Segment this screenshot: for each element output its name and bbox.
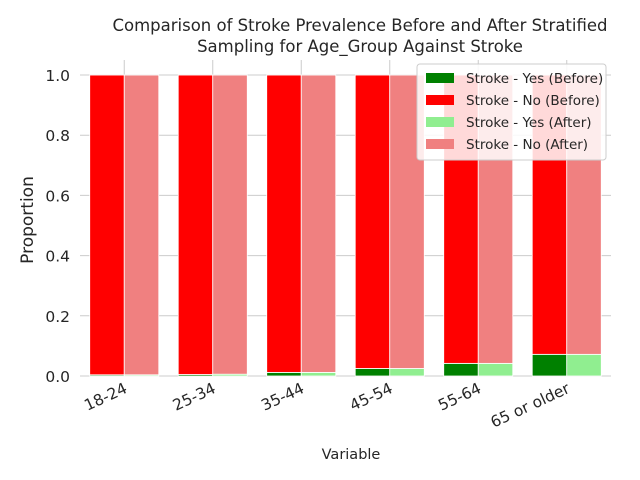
legend-swatch — [426, 139, 454, 149]
y-tick-label: 0.4 — [45, 248, 70, 266]
bar-segment — [354, 368, 391, 377]
chart-title-line-1: Comparison of Stroke Prevalence Before a… — [112, 16, 607, 35]
legend-label: Stroke - Yes (After) — [466, 115, 592, 131]
legend-swatch — [426, 117, 454, 127]
x-tick-label: 55-64 — [436, 379, 484, 414]
y-tick-label: 0.8 — [45, 127, 70, 145]
legend-label: Stroke - No (After) — [466, 137, 588, 153]
bar-segment — [123, 74, 160, 376]
y-axis-label: Proportion — [18, 176, 38, 264]
bar-segment — [177, 74, 214, 375]
legend-label: Stroke - Yes (Before) — [466, 71, 603, 87]
bar-segment — [212, 74, 248, 375]
y-tick-label: 1.0 — [45, 67, 70, 85]
bar-segment — [354, 74, 391, 369]
legend-swatch — [426, 73, 454, 83]
bar-segment — [443, 362, 479, 377]
y-tick-labels: 0.0 0.2 0.4 0.6 0.8 1.0 — [45, 67, 70, 386]
chart-title-line-2: Sampling for Age_Group Against Stroke — [197, 37, 523, 57]
x-tick-label: 35-44 — [259, 379, 307, 414]
x-tick-label: 65 or older — [488, 379, 573, 431]
bar-segment — [389, 368, 425, 377]
x-tick-labels: 18-24 25-34 35-44 45-54 55-64 65 or older — [82, 379, 573, 431]
legend-label: Stroke - No (Before) — [466, 93, 600, 109]
bar-segment — [266, 74, 302, 373]
x-tick-label: 45-54 — [347, 379, 395, 414]
bar-segment — [566, 353, 602, 377]
bar-segment — [531, 353, 568, 377]
y-tick-label: 0.2 — [45, 308, 70, 326]
bar-segment — [300, 371, 337, 377]
y-tick-label: 0.6 — [45, 187, 70, 205]
bars — [89, 74, 602, 377]
bar-segment — [477, 362, 514, 377]
bar-segment — [266, 371, 302, 377]
x-tick-label: 25-34 — [170, 379, 218, 414]
x-tick-label: 18-24 — [82, 379, 130, 414]
legend: Stroke - Yes (Before) Stroke - No (Before… — [416, 63, 607, 161]
y-tick-label: 0.0 — [45, 368, 70, 386]
bar-segment — [300, 74, 337, 373]
x-axis-label: Variable — [322, 447, 381, 463]
bar-segment — [89, 74, 125, 376]
legend-swatch — [426, 95, 454, 105]
legend-box — [416, 63, 607, 161]
